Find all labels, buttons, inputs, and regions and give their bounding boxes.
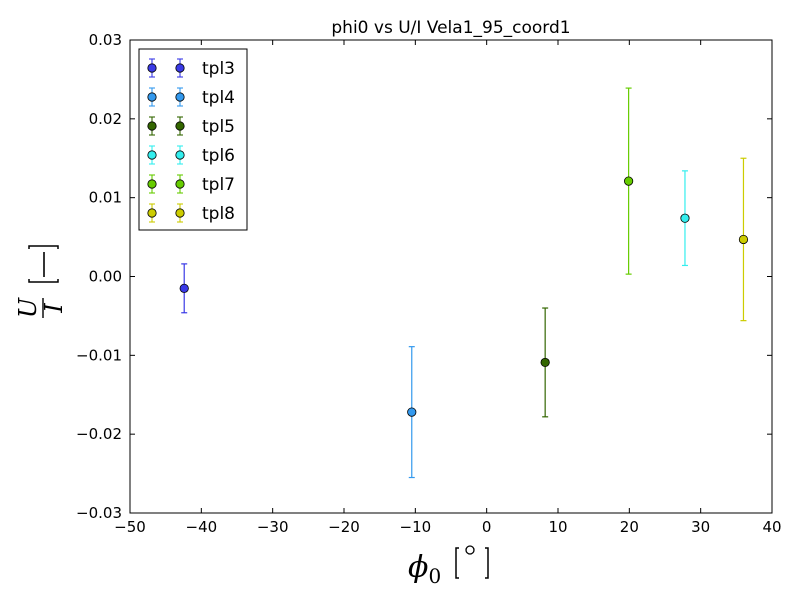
series-tpl7 (624, 87, 634, 275)
data-point (407, 407, 417, 417)
y-tick-label: −0.02 (76, 425, 122, 443)
data-point (540, 357, 550, 368)
y-tick-label: −0.03 (76, 504, 122, 522)
data-point (179, 283, 189, 293)
legend-item-tpl5: tpl5 (147, 116, 235, 137)
svg-text:U: U (14, 297, 42, 318)
legend-box (138, 48, 248, 231)
y-tick-label: 0.03 (89, 31, 122, 49)
legend-label: tpl4 (202, 88, 235, 108)
legend-marker (147, 150, 157, 160)
y-tick-label: 0.02 (89, 110, 122, 128)
axis-ticks (129, 39, 773, 514)
legend-item-tpl7: tpl7 (147, 174, 235, 195)
legend-item-tpl8: tpl8 (147, 203, 235, 224)
legend-marker (147, 208, 157, 218)
x-tick-label: −30 (257, 518, 289, 536)
legend-label: tpl8 (202, 204, 235, 224)
svg-text:ϕ0: ϕ0 (408, 550, 441, 588)
x-tick-label: 0 (482, 518, 492, 536)
y-axis-label: U I (14, 245, 68, 318)
x-axis-label: ϕ0 (408, 545, 489, 588)
x-tick-label: 40 (762, 518, 781, 536)
x-tick-label: 10 (548, 518, 567, 536)
chart-title: phi0 vs U/I Vela1_95_coord1 (331, 18, 570, 38)
legend: tpl3 tpl4 tpl5 tpl6 tpl7 tpl8 (138, 48, 248, 231)
x-tick-label: 30 (691, 518, 710, 536)
data-point (624, 176, 634, 186)
series-tpl6 (680, 170, 690, 267)
x-tick-label: 20 (620, 518, 639, 536)
legend-marker (147, 179, 157, 189)
legend-label: tpl7 (202, 175, 235, 195)
legend-label: tpl3 (202, 59, 235, 79)
legend-item-tpl4: tpl4 (147, 87, 235, 108)
legend-marker (147, 92, 157, 102)
y-tick-label: 0.00 (89, 268, 122, 286)
legend-marker (175, 121, 185, 131)
y-tick-labels: −0.03 −0.02 −0.01 0.00 0.01 0.02 0.03 (76, 31, 122, 522)
series-tpl5 (540, 307, 550, 418)
x-tick-label: −20 (328, 518, 360, 536)
legend-marker (175, 63, 185, 73)
legend-label: tpl5 (202, 117, 235, 137)
series-tpl3 (179, 263, 189, 314)
legend-marker (175, 92, 185, 102)
series-tpl4 (407, 346, 417, 479)
legend-item-tpl6: tpl6 (147, 145, 235, 166)
x-tick-label: −40 (186, 518, 218, 536)
data-point (680, 213, 690, 223)
legend-label: tpl6 (202, 146, 235, 166)
legend-marker (147, 121, 157, 131)
x-tick-label: −10 (400, 518, 432, 536)
legend-marker (175, 150, 185, 160)
legend-marker (175, 179, 185, 189)
y-tick-label: −0.01 (76, 346, 122, 364)
plot-frame (129, 39, 773, 514)
x-tick-labels: −50 −40 −30 −20 −10 0 10 20 30 40 (114, 518, 781, 536)
svg-text:I: I (40, 303, 68, 314)
y-tick-label: 0.01 (89, 189, 122, 207)
data-point (738, 234, 749, 245)
legend-marker (147, 63, 157, 73)
series-tpl8 (738, 157, 749, 322)
data-series (179, 87, 749, 479)
legend-item-tpl3: tpl3 (147, 58, 235, 79)
x-tick-label: −50 (114, 518, 146, 536)
legend-marker (175, 208, 185, 218)
